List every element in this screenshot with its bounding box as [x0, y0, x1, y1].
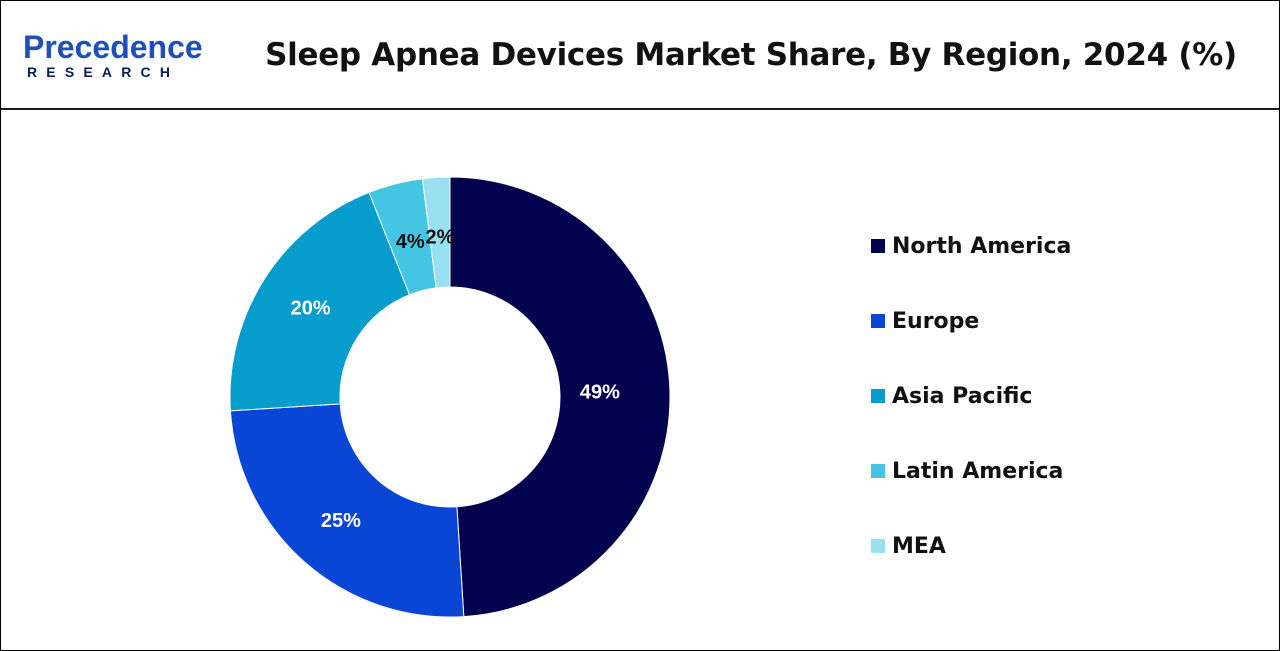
data-label-mea: 2% — [426, 226, 455, 248]
slice-asia-pacific — [229, 191, 411, 412]
logo-sub-text: RESEARCH — [27, 64, 180, 80]
legend-item-latin-america: Latin America — [871, 456, 1063, 486]
data-label-europe: 25% — [321, 510, 361, 532]
legend-swatch — [871, 314, 885, 328]
legend-label: Asia Pacific — [892, 383, 1033, 409]
legend-item-europe: Europe — [871, 306, 979, 336]
legend-item-north-america: North America — [871, 231, 1071, 261]
legend-swatch — [871, 239, 885, 253]
legend-swatch — [871, 539, 885, 553]
logo-main-text: Precedence — [23, 29, 203, 65]
legend-label: MEA — [892, 533, 946, 559]
slice-north-america — [449, 176, 671, 618]
legend-item-mea: MEA — [871, 531, 946, 561]
legend-swatch — [871, 389, 885, 403]
legend-label: Europe — [892, 308, 980, 334]
donut-chart: 49% 25% 20% 4% 2% — [229, 176, 671, 618]
legend-swatch — [871, 464, 885, 478]
logo: Precedence RESEARCH — [23, 29, 213, 85]
chart-title: Sleep Apnea Devices Market Share, By Reg… — [265, 37, 1237, 73]
legend-label: North America — [892, 233, 1072, 259]
data-label-latin-america: 4% — [396, 231, 425, 253]
legend-item-asia-pacific: Asia Pacific — [871, 381, 1032, 411]
data-label-north-america: 49% — [580, 381, 620, 403]
legend-label: Latin America — [892, 458, 1064, 484]
data-label-asia-pacific: 20% — [291, 298, 331, 320]
header: Precedence RESEARCH Sleep Apnea Devices … — [1, 1, 1279, 110]
slice-mea — [421, 176, 451, 289]
slice-europe — [229, 403, 465, 618]
